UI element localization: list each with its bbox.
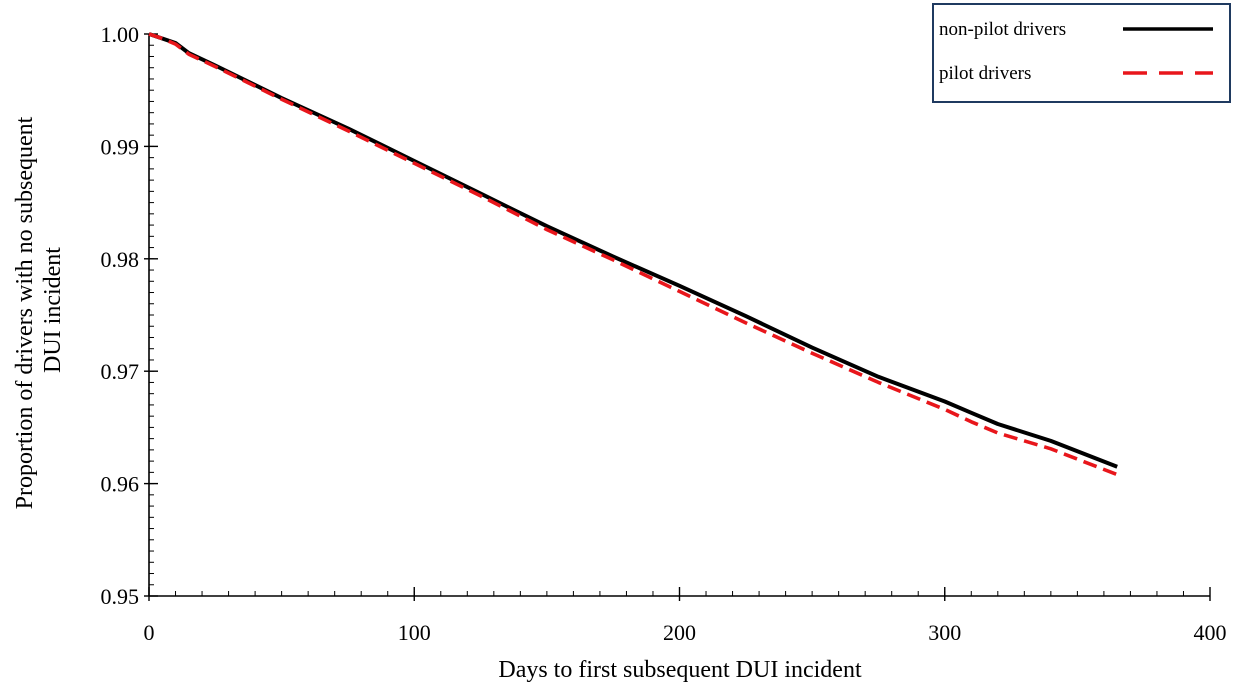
y-tick-label: 1.00 bbox=[101, 22, 140, 47]
legend-label-pilot: pilot drivers bbox=[939, 63, 1031, 84]
y-tick-label: 0.97 bbox=[101, 359, 140, 384]
x-tick-label: 300 bbox=[928, 620, 961, 645]
y-tick-label: 0.98 bbox=[101, 247, 140, 272]
x-tick-label: 0 bbox=[144, 620, 155, 645]
y-axis-title: Proportion of drivers with no subsequent… bbox=[12, 111, 66, 510]
legend-box bbox=[932, 3, 1231, 103]
series-lines bbox=[148, 32, 1118, 477]
legend-label-non-pilot: non-pilot drivers bbox=[939, 19, 1066, 40]
x-axis-title: Days to first subsequent DUI incident bbox=[498, 657, 862, 683]
major-ticks bbox=[144, 33, 1211, 601]
y-axis-title-line-2: DUI incident bbox=[40, 247, 66, 373]
x-tick-label: 400 bbox=[1194, 620, 1227, 645]
pilot-drivers-line bbox=[148, 32, 1118, 477]
x-tick-label: 200 bbox=[663, 620, 696, 645]
legend: non-pilot drivers pilot drivers bbox=[932, 3, 1231, 103]
minor-ticks bbox=[148, 33, 1211, 597]
y-tick-label: 0.99 bbox=[101, 134, 140, 159]
y-tick-label: 0.95 bbox=[101, 584, 140, 609]
y-tick-label: 0.96 bbox=[101, 472, 140, 497]
tick-labels: 0 100 200 300 400 0.95 0.96 0.97 0.98 0.99 1.00 bbox=[101, 22, 1227, 645]
x-tick-label: 100 bbox=[398, 620, 431, 645]
y-axis-title-line-1: Proportion of drivers with no subsequent bbox=[12, 116, 38, 509]
